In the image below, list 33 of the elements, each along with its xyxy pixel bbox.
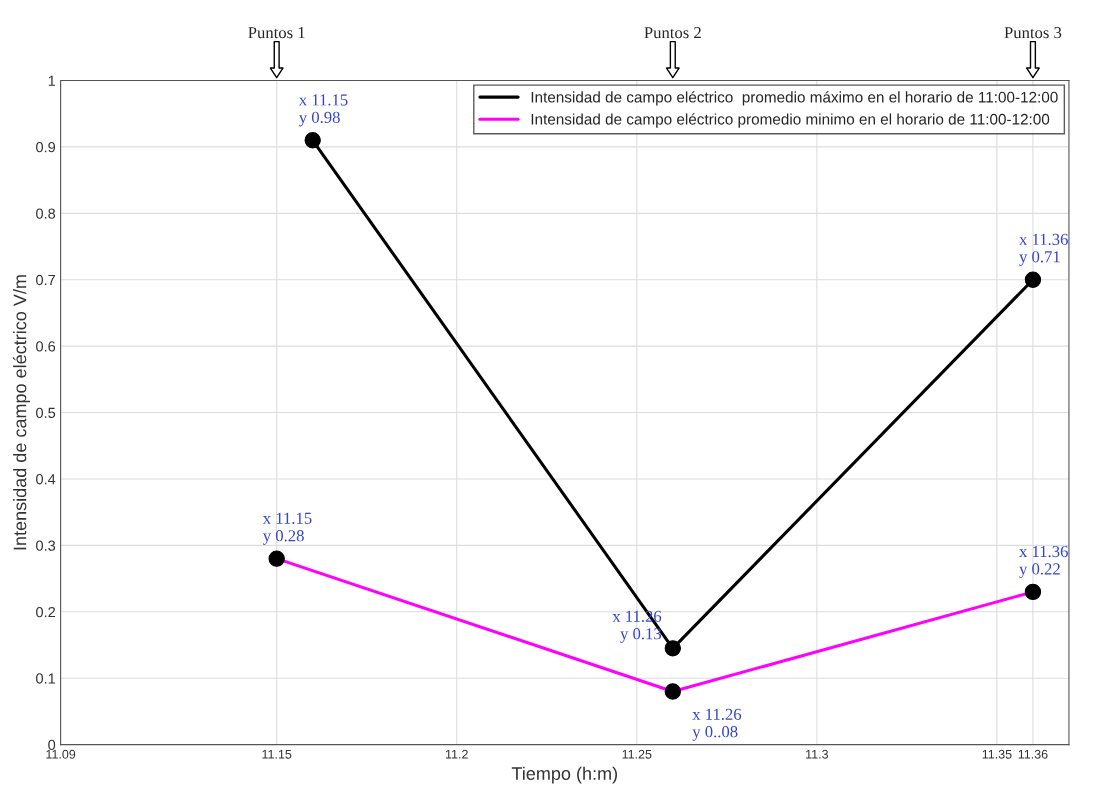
text: Puntos 2	[644, 27, 701, 39]
x-tick-label: 11.3	[806, 749, 829, 759]
annotation: x 11.36 y 0.22	[1019, 545, 1068, 578]
text: Puntos 1	[248, 27, 305, 39]
x-tick-label: 11.35	[982, 749, 1012, 759]
y-tick-label: 0.9	[36, 142, 56, 153]
y-tick-label: 0.8	[36, 208, 56, 219]
text: Puntos 3	[1004, 27, 1062, 39]
x-tick-label: 11.09	[46, 749, 76, 759]
legend-label: Intensidad de campo eléctrico promedio máximo en el horario de 11:00-12:00	[531, 91, 1058, 106]
x-axis-title: Tiempo (h:m)	[511, 766, 617, 784]
x-tick-label: 11.25	[622, 749, 652, 759]
y-tick-label: 0	[48, 739, 56, 751]
x-tick-label: 11.15	[262, 749, 292, 759]
annotation: x 11.15 y 0.98	[298, 94, 348, 127]
y-tick-label: 0.4	[36, 474, 56, 485]
x-tick-label: 11.2	[445, 749, 468, 759]
annotation: x 11.15 y 0.28	[262, 512, 312, 545]
y-axis-title: Intensidad de campo eléctrico V/m	[12, 275, 30, 550]
y-tick-label: 0.7	[36, 274, 56, 286]
y-tick-label: 0.1	[36, 673, 56, 684]
annotation: x 11.26 y 0..08	[692, 708, 742, 741]
x-tick-label: 11.36	[1018, 749, 1048, 759]
y-tick-label: 1	[48, 75, 56, 86]
y-tick-label: 0.5	[36, 407, 56, 418]
legend-label: Intensidad de campo eléctrico promedio minimo en el horario de 11:00-12:00	[531, 113, 1050, 128]
point	[304, 132, 321, 149]
annotation: x 11.36 y 0.71	[1019, 233, 1068, 266]
y-tick-label: 0.6	[36, 341, 56, 352]
y-tick-label: 0.3	[36, 540, 56, 551]
point	[664, 640, 681, 657]
y-tick-label: 0.2	[36, 606, 56, 618]
point	[1024, 271, 1042, 288]
